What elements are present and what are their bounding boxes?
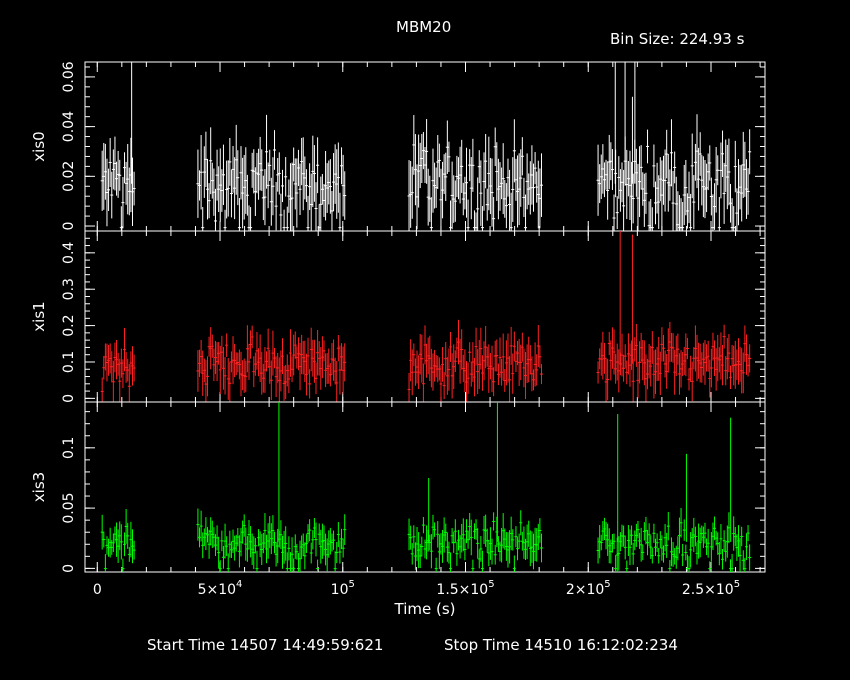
- panel-frame-xis1: [84, 230, 766, 403]
- ytick-label-xis0: 0: [61, 222, 77, 231]
- ytick-label-xis1: 0.3: [61, 278, 77, 300]
- bin-size-label: Bin Size: 224.93 s: [610, 30, 745, 48]
- ytick-label-xis3: 0.1: [61, 437, 77, 459]
- panel-frame-xis0: [84, 61, 766, 232]
- xtick-label: 2×105: [566, 579, 611, 598]
- xtick-label: 105: [331, 579, 355, 598]
- ylabel-xis0: xis0: [30, 131, 48, 161]
- xtick-label: 5×104: [198, 579, 243, 598]
- xtick-label: 2.5×105: [682, 579, 740, 598]
- start-time-label: Start Time 14507 14:49:59:621: [147, 636, 384, 654]
- ytick-label-xis1: 0.2: [61, 314, 77, 336]
- xlabel: Time (s): [394, 600, 456, 618]
- panel-frame-xis3: [84, 401, 766, 573]
- ytick-label-xis1: 0.1: [61, 351, 77, 373]
- ytick-label-xis0: 0.04: [61, 111, 77, 142]
- ytick-label-xis0: 0.02: [61, 161, 77, 192]
- ytick-label-xis3: 0.05: [61, 493, 77, 524]
- ytick-label-xis3: 0: [61, 564, 77, 573]
- series-xis3: [100, 402, 752, 572]
- series-xis0: [100, 62, 752, 231]
- ytick-label-xis1: 0.4: [61, 242, 77, 264]
- ytick-label-xis0: 0.06: [61, 61, 77, 92]
- stop-time-label: Stop Time 14510 16:12:02:234: [444, 636, 678, 654]
- ylabel-xis3: xis3: [30, 472, 48, 502]
- ytick-label-xis1: 0: [61, 394, 77, 403]
- chart-title: MBM20: [396, 18, 452, 36]
- xtick-label: 0: [93, 582, 102, 598]
- ylabel-xis1: xis1: [30, 301, 48, 331]
- xtick-label: 1.5×105: [436, 579, 494, 598]
- series-xis1: [100, 231, 752, 402]
